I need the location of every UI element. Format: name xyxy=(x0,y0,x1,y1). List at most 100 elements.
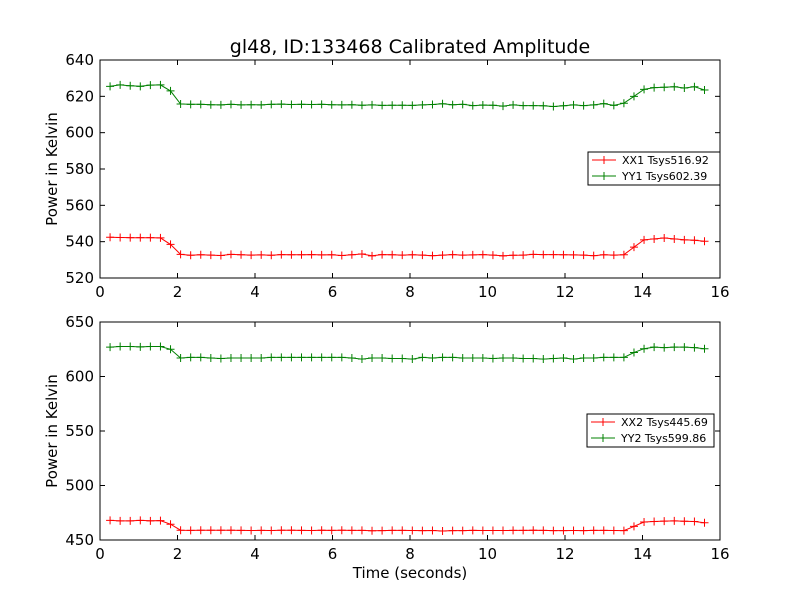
x-tick-label: 12 xyxy=(555,283,574,301)
data-point xyxy=(670,343,679,352)
data-point xyxy=(166,240,175,249)
data-point xyxy=(418,526,427,535)
legend-label: YY1 Tsys602.39 xyxy=(621,170,707,183)
data-point xyxy=(660,83,669,92)
data-point xyxy=(398,251,407,260)
data-point xyxy=(428,251,437,260)
data-point xyxy=(247,251,256,260)
data-point xyxy=(488,354,497,363)
data-point xyxy=(196,353,205,362)
data-point xyxy=(650,343,659,352)
data-point xyxy=(156,516,165,525)
data-point xyxy=(327,353,336,362)
legend-box xyxy=(586,413,715,448)
data-point xyxy=(347,526,356,535)
data-point xyxy=(226,100,235,109)
data-point xyxy=(166,345,175,354)
data-point xyxy=(146,342,155,351)
data-point xyxy=(196,250,205,259)
data-point xyxy=(468,101,477,110)
data-point xyxy=(499,353,507,362)
data-point xyxy=(448,526,457,535)
data-point xyxy=(680,235,689,244)
data-point xyxy=(629,243,638,252)
y-axis-label: Power in Kelvin xyxy=(43,112,61,226)
data-point xyxy=(216,100,225,109)
data-point xyxy=(509,353,518,362)
data-point xyxy=(186,100,195,109)
x-tick-label: 16 xyxy=(710,283,729,301)
data-point xyxy=(206,353,215,362)
legend-marker xyxy=(600,172,608,180)
data-point xyxy=(700,85,709,94)
data-point xyxy=(368,526,377,535)
data-point xyxy=(206,100,215,109)
data-point xyxy=(478,526,487,535)
data-point xyxy=(388,250,397,259)
data-point xyxy=(106,343,115,352)
y-tick-label: 500 xyxy=(65,477,94,495)
data-point xyxy=(640,85,649,94)
y-tick-label: 520 xyxy=(65,269,94,287)
data-point xyxy=(559,526,568,535)
data-point xyxy=(569,250,578,259)
data-point xyxy=(176,99,185,108)
y-tick-label: 650 xyxy=(65,313,94,331)
data-point xyxy=(670,234,679,243)
data-point xyxy=(448,100,457,109)
data-point xyxy=(267,353,276,362)
data-point xyxy=(337,526,346,535)
data-point xyxy=(186,251,195,260)
data-point xyxy=(368,100,377,109)
data-point xyxy=(237,250,246,259)
data-point xyxy=(408,101,417,110)
data-point xyxy=(418,353,427,362)
data-point xyxy=(388,526,397,535)
x-tick-label: 6 xyxy=(328,545,338,563)
data-point xyxy=(509,526,518,535)
data-point xyxy=(257,526,266,535)
data-point xyxy=(257,100,266,109)
data-point xyxy=(539,101,548,110)
data-point xyxy=(136,233,145,242)
data-point xyxy=(589,251,598,260)
y-tick-label: 620 xyxy=(65,87,94,105)
data-point xyxy=(136,342,145,351)
data-point xyxy=(277,526,286,535)
data-point xyxy=(609,101,618,110)
data-point xyxy=(226,353,235,362)
data-point xyxy=(176,250,185,259)
data-point xyxy=(519,354,528,363)
data-point xyxy=(438,353,447,362)
data-point xyxy=(529,354,538,363)
x-axis-label: Time (seconds) xyxy=(352,564,468,582)
legend-box xyxy=(587,151,721,186)
data-point xyxy=(257,353,266,362)
data-point xyxy=(237,353,246,362)
data-point xyxy=(458,251,467,260)
data-point xyxy=(599,353,608,362)
data-point xyxy=(579,353,588,362)
data-point xyxy=(186,526,195,535)
data-point xyxy=(488,251,497,260)
data-point xyxy=(398,101,407,110)
data-point xyxy=(327,526,336,535)
data-point xyxy=(247,353,256,362)
data-point xyxy=(519,251,528,260)
data-point xyxy=(488,101,497,110)
data-point xyxy=(277,353,286,362)
data-point xyxy=(388,101,397,110)
data-point xyxy=(317,250,326,259)
data-point xyxy=(378,250,387,259)
data-point xyxy=(297,100,306,109)
data-point xyxy=(569,355,578,364)
data-point xyxy=(106,516,115,525)
data-point xyxy=(206,526,215,535)
x-tick-label: 0 xyxy=(95,283,105,301)
data-point xyxy=(539,526,548,535)
data-point xyxy=(478,353,487,362)
data-point xyxy=(267,526,276,535)
data-point xyxy=(599,250,608,259)
data-point xyxy=(368,353,377,362)
